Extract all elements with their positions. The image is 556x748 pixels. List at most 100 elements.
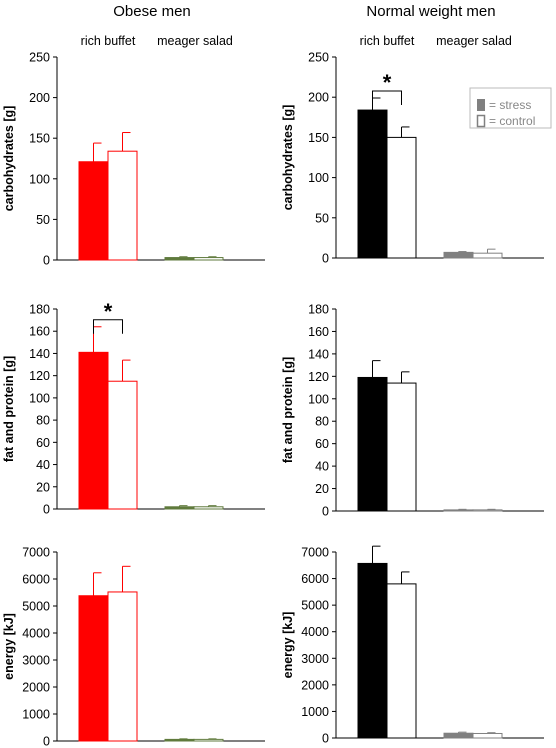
chart-panel-normal-carbohydrates: 0 50 100 150 200 250 carbohydrates [g] * [281,51,544,266]
y-tick-label: 180 [308,303,329,317]
y-tick-label: 100 [29,391,50,405]
y-tick-label: 2000 [301,678,329,692]
y-tick-label: 180 [29,303,50,317]
y-tick-label: 20 [36,480,50,494]
bar-stress-rich-buffet [78,161,109,261]
y-tick-label: 140 [308,347,329,361]
y-tick-label: 3000 [301,652,329,666]
y-tick-label: 0 [322,252,329,266]
y-tick-label: 160 [308,325,329,339]
bar-control-rich-buffet [107,591,138,742]
legend: = stress = control [469,87,552,129]
bar-stress-meager-salad [164,506,195,510]
y-tick-label: 1000 [301,705,329,719]
bar-control-rich-buffet [107,380,138,510]
y-tick-label: 2000 [22,681,50,695]
y-tick-label: 6000 [301,572,329,586]
y-axis-title: fat and protein [g] [2,356,16,462]
y-tick-label: 5000 [301,599,329,613]
y-tick-label: 200 [308,91,329,105]
y-tick-label: 120 [308,370,329,384]
bar-control-rich-buffet [386,382,417,512]
bar-stress-rich-buffet [78,595,109,742]
bar-stress-rich-buffet [357,109,388,259]
y-tick-label: 3000 [22,654,50,668]
bar-stress-meager-salad [443,251,474,259]
y-tick-label: 4000 [301,625,329,639]
y-tick-label: 120 [29,369,50,383]
y-axis-title: fat and protein [g] [281,357,295,463]
y-axis-title: carbohydrates [g] [281,105,295,211]
bar-stress-meager-salad [443,732,474,739]
y-tick-label: 40 [36,458,50,472]
y-tick-label: 200 [29,91,50,105]
y-tick-label: 40 [315,460,329,474]
chart-panel-obese-carbohydrates: 0 50 100 150 200 250 carbohydrates [g] [2,51,265,268]
y-tick-label: 250 [29,51,50,65]
y-tick-label: 100 [29,172,50,186]
y-tick-label: 5000 [22,600,50,614]
chart-panel-obese-fat-protein: 0 20 40 60 80 100 120 140 160 180 fat and protein … [2,299,265,517]
bar-stress-meager-salad [443,509,474,512]
bar-control-meager-salad [193,506,224,510]
category-label-obese-meager-salad: meager salad [157,34,233,48]
y-tick-label: 1000 [22,708,50,722]
bar-control-meager-salad [472,732,503,739]
column-title-normal-weight: Normal weight men [366,3,495,20]
legend-control-label: = control [489,114,535,128]
y-tick-label: 80 [36,414,50,428]
legend-stress-swatch [477,99,485,111]
bar-control-meager-salad [193,257,224,261]
category-label-normal-meager-salad: meager salad [436,34,512,48]
bar-stress-rich-buffet [78,351,109,510]
y-axis-title: energy [kJ] [2,613,16,680]
bar-control-rich-buffet [386,583,417,739]
bar-stress-meager-salad [164,738,195,742]
y-axis-title: energy [kJ] [281,612,295,679]
bar-control-rich-buffet [386,136,417,259]
y-tick-label: 50 [36,213,50,227]
y-tick-label: 20 [315,482,329,496]
y-tick-label: 140 [29,347,50,361]
y-tick-label: 0 [43,735,50,748]
legend-control-swatch [476,114,486,128]
y-tick-label: 100 [308,392,329,406]
y-tick-label: 6000 [22,573,50,587]
y-tick-label: 250 [308,51,329,65]
y-tick-label: 0 [322,505,329,519]
y-tick-label: 60 [315,437,329,451]
y-tick-label: 0 [43,254,50,268]
y-tick-label: 0 [43,503,50,517]
bar-stress-rich-buffet [357,376,388,512]
significance-marker: * [383,70,392,95]
chart-panel-normal-fat-protein: 0 20 40 60 80 100 120 140 160 180 fat and protein … [281,303,544,519]
y-tick-label: 160 [29,325,50,339]
y-tick-label: 150 [308,131,329,145]
chart-panel-normal-energy: 0 1000 2000 3000 4000 5000 6000 7000 energy [kJ] [281,546,544,746]
bar-control-meager-salad [472,509,503,512]
bar-stress-rich-buffet [357,562,388,739]
y-tick-label: 4000 [22,627,50,641]
column-title-obese: Obese men [113,3,191,20]
y-tick-label: 0 [322,732,329,746]
legend-stress-label: = stress [489,98,531,112]
chart-panel-obese-energy: 0 1000 2000 3000 4000 5000 6000 7000 energy [kJ] [2,546,265,748]
y-tick-label: 60 [36,436,50,450]
bar-stress-meager-salad [164,257,195,261]
y-tick-label: 50 [315,211,329,225]
bar-control-meager-salad [193,738,224,742]
significance-bracket [93,319,123,334]
category-label-obese-rich-buffet: rich buffet [81,34,136,48]
category-label-normal-rich-buffet: rich buffet [360,34,415,48]
significance-marker: * [104,299,113,324]
y-axis-title: carbohydrates [g] [2,106,16,212]
y-tick-label: 7000 [22,546,50,560]
y-tick-label: 80 [315,415,329,429]
bar-control-rich-buffet [107,150,138,261]
significance-bracket [372,90,402,106]
y-tick-label: 150 [29,132,50,146]
y-tick-label: 100 [308,171,329,185]
bar-control-meager-salad [472,252,503,259]
